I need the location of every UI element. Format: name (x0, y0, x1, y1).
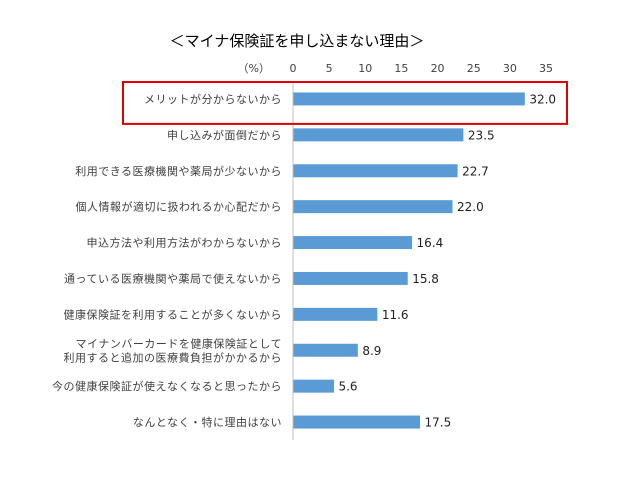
category-labels: メリットが分からないから申し込みが面倒だから利用できる医療機関や薬局が少ないから… (52, 92, 282, 429)
category-label: なんとなく・特に理由はない (133, 415, 282, 429)
x-tick-label: 5 (326, 62, 333, 75)
x-axis-ticks: 0 5 10 15 20 25 30 35 (290, 62, 554, 75)
category-label: マイナンバーカードを健康保険証として (76, 336, 282, 350)
unit-label: （%） (238, 62, 270, 75)
value-label: 22.7 (462, 164, 489, 178)
value-label: 23.5 (468, 128, 495, 142)
chart-title: ＜マイナ保険証を申し込まない理由＞ (170, 32, 425, 50)
category-label: 健康保険証を利用することが多くないから (64, 307, 283, 321)
x-tick-label: 25 (467, 62, 481, 75)
x-tick-label: 20 (431, 62, 445, 75)
value-label: 22.0 (457, 200, 484, 214)
category-label: 今の健康保険証が使えなくなると思ったから (52, 379, 282, 393)
value-label: 11.6 (382, 308, 409, 322)
bar (293, 200, 453, 214)
x-tick-label: 10 (358, 62, 372, 75)
value-label: 32.0 (529, 92, 556, 106)
value-label: 5.6 (338, 380, 357, 394)
bars (293, 92, 525, 429)
bar (293, 307, 378, 321)
bar (293, 343, 358, 357)
bar (293, 92, 525, 106)
bar (293, 271, 408, 285)
bar (293, 236, 413, 250)
category-label: 個人情報が適切に扱われるか心配だから (76, 200, 282, 214)
category-label: 利用できる医療機関や薬局が少ないから (75, 164, 282, 178)
x-tick-label: 0 (290, 62, 297, 75)
category-label: 利用すると追加の医療費負担がかかるから (64, 350, 283, 364)
category-label: 申し込みが面倒だから (167, 128, 282, 142)
x-tick-label: 35 (539, 62, 553, 75)
bar (293, 128, 464, 142)
value-label: 8.9 (362, 344, 381, 358)
category-label: 申込方法や利用方法がわからないから (87, 236, 283, 250)
category-label: 通っている医療機関や薬局で使えないから (64, 271, 282, 285)
highlight-box (122, 81, 568, 125)
x-tick-label: 15 (394, 62, 408, 75)
value-labels: 32.0 23.5 22.7 22.0 16.4 15.8 11.6 8.9 5.6 17.5 (338, 92, 556, 429)
value-label: 17.5 (425, 416, 452, 430)
value-label: 16.4 (417, 236, 444, 250)
bar (293, 415, 420, 429)
x-tick-label: 30 (503, 62, 517, 75)
value-label: 15.8 (412, 272, 439, 286)
bar (293, 379, 334, 393)
bar (293, 164, 458, 178)
category-label: メリットが分からないから (144, 92, 282, 106)
